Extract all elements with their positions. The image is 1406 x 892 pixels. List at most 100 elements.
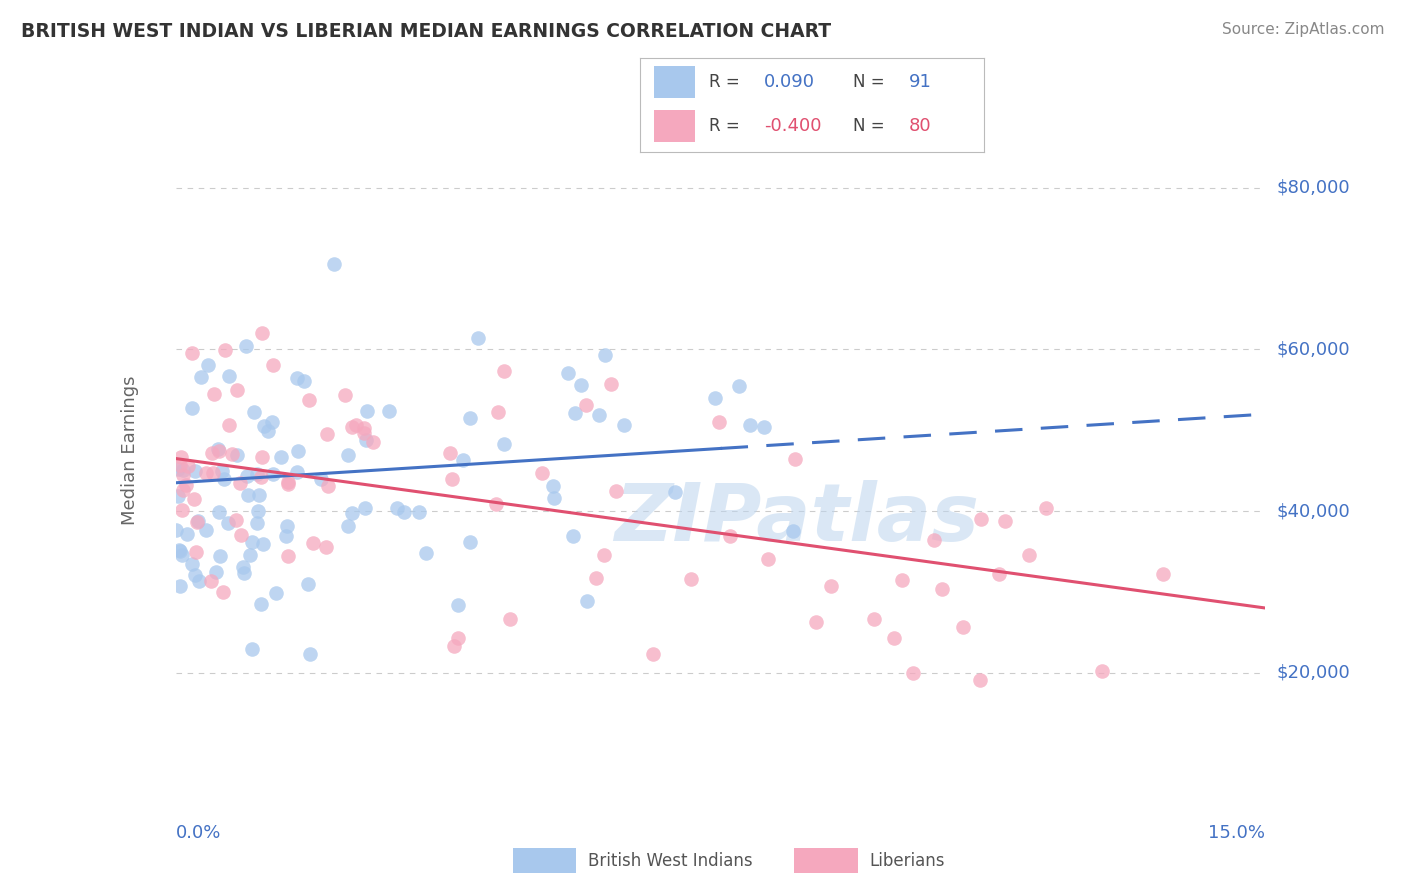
Point [195,523,218,537]
Point [172,463,194,477]
Point [169,458,191,473]
Point [186,515,208,529]
Point [354,500,377,515]
Text: N =: N = [853,118,884,136]
Point [169,544,191,558]
Point [498,612,520,626]
Point [883,631,905,645]
Point [585,571,607,585]
Point [221,447,243,461]
Point [246,516,269,531]
Point [202,467,225,481]
Point [530,467,553,481]
Text: BRITISH WEST INDIAN VS LIBERIAN MEDIAN EARNINGS CORRELATION CHART: BRITISH WEST INDIAN VS LIBERIAN MEDIAN E… [21,22,831,41]
Point [323,257,346,271]
Text: Source: ZipAtlas.com: Source: ZipAtlas.com [1222,22,1385,37]
Point [277,549,299,564]
Point [408,505,430,519]
Point [277,476,299,491]
Point [562,529,585,543]
Point [707,416,730,430]
Point [166,489,188,503]
Point [337,448,360,462]
Point [970,512,993,526]
Text: Liberians: Liberians [869,852,945,870]
Point [285,465,308,479]
Point [260,415,283,429]
Point [211,464,233,478]
Point [253,419,276,434]
Point [235,338,257,352]
Point [201,445,224,459]
Point [174,478,197,492]
Point [287,443,309,458]
Point [704,391,727,405]
Point [492,437,515,451]
Point [443,639,465,653]
Point [901,666,924,681]
Point [588,408,610,422]
Point [1018,548,1040,562]
Point [643,647,665,661]
Point [1035,501,1057,516]
Point [200,574,222,588]
Point [277,475,299,489]
Point [226,383,249,397]
Point [952,620,974,634]
Point [392,506,415,520]
Text: British West Indians: British West Indians [588,852,752,870]
Text: 15.0%: 15.0% [1208,824,1265,842]
Point [187,574,209,588]
Point [318,479,340,493]
Point [576,593,599,607]
Point [988,566,1011,581]
Text: 91: 91 [908,73,931,91]
Point [353,421,375,435]
Point [184,465,207,479]
Point [344,418,367,433]
Point [249,470,271,484]
Point [209,549,232,563]
Point [541,479,564,493]
Point [1152,566,1174,581]
Point [337,518,360,533]
Point [782,524,804,539]
Point [208,505,231,519]
Point [356,404,378,418]
Point [804,615,827,629]
Point [316,427,339,442]
Point [167,462,190,476]
Text: $80,000: $80,000 [1277,178,1350,197]
Point [270,450,292,465]
Text: 0.090: 0.090 [763,73,814,91]
Point [225,513,247,527]
Point [922,533,945,547]
Point [207,442,229,456]
Text: $20,000: $20,000 [1277,664,1350,681]
Bar [654,66,695,98]
Point [361,434,384,449]
Point [169,579,191,593]
Point [169,542,191,557]
Point [599,376,621,391]
Point [595,348,617,362]
Point [184,568,207,582]
Point [239,548,262,562]
Point [240,641,263,656]
Point [569,377,592,392]
Point [176,527,198,541]
Point [292,374,315,388]
Point [247,488,270,502]
Point [218,418,240,433]
Point [228,476,250,491]
Point [298,647,321,661]
Point [250,597,273,611]
Point [681,572,703,586]
Point [246,504,269,518]
Point [969,673,991,688]
Point [180,557,202,571]
Point [262,467,284,482]
Point [190,369,212,384]
Point [492,364,515,378]
Point [738,417,761,432]
